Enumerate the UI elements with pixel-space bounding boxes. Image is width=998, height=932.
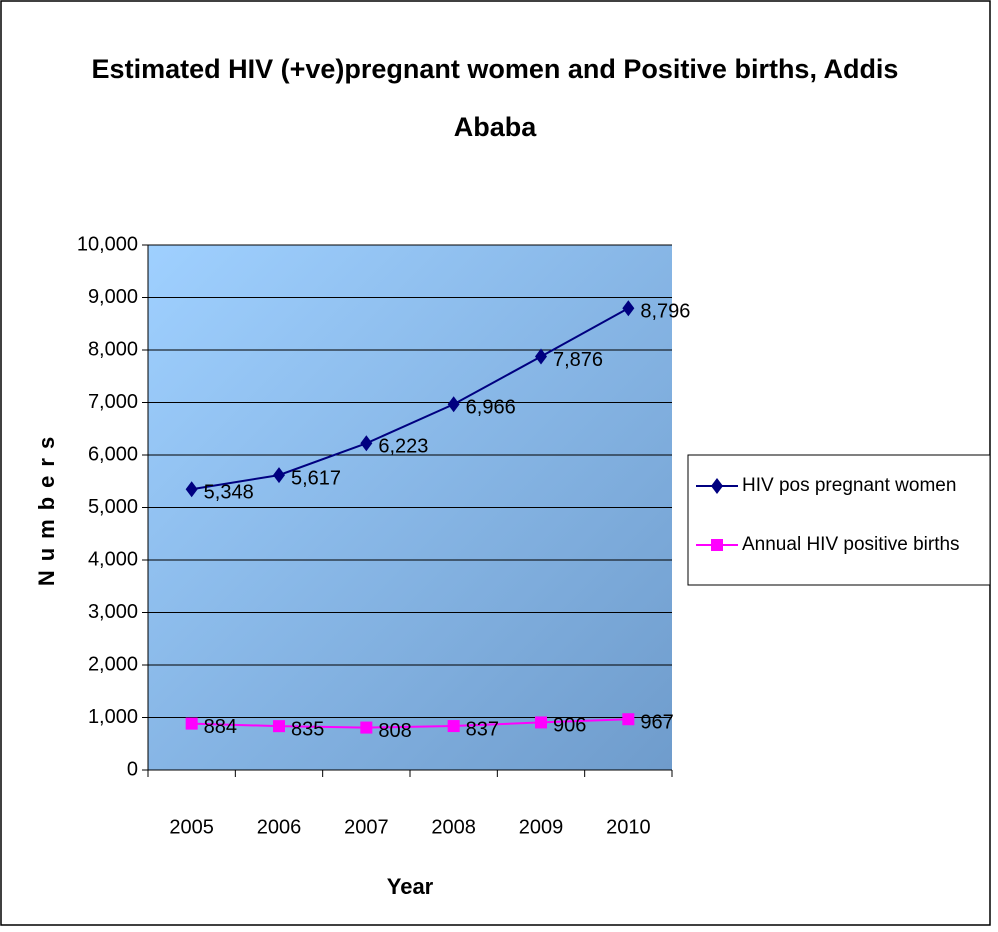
marker — [535, 348, 547, 365]
y-tick-label: 0 — [127, 758, 138, 780]
marker — [273, 720, 285, 733]
legend-label: HIV pos pregnant women — [742, 475, 956, 496]
y-tick-label: 2,000 — [88, 653, 138, 675]
y-tick-label: 8,000 — [88, 338, 138, 360]
y-tick-label: 6,000 — [88, 443, 138, 465]
marker — [447, 396, 460, 413]
y-tick-label: 3,000 — [88, 601, 138, 623]
marker — [711, 478, 723, 494]
y-tick-label: 7,000 — [88, 391, 138, 413]
marker — [185, 481, 198, 498]
marker — [447, 720, 460, 733]
data-label: 6,223 — [378, 436, 428, 458]
data-label: 835 — [291, 718, 324, 740]
y-axis-label: Numbers — [34, 428, 59, 586]
x-axis-label: Year — [387, 874, 434, 899]
data-label: 5,617 — [291, 467, 341, 489]
marker — [185, 717, 198, 730]
x-tick-label: 2009 — [519, 816, 564, 838]
marker — [622, 713, 635, 726]
marker — [535, 716, 547, 729]
data-label: 5,348 — [204, 482, 254, 504]
marker — [622, 300, 635, 317]
x-tick-label: 2010 — [606, 816, 651, 838]
marker — [360, 721, 373, 734]
data-label: 967 — [640, 712, 673, 734]
data-label: 837 — [466, 718, 499, 740]
y-tick-label: 5,000 — [88, 496, 138, 518]
data-label: 884 — [204, 716, 237, 738]
data-label: 808 — [378, 720, 411, 742]
y-tick-label: 4,000 — [88, 548, 138, 570]
x-tick-label: 2006 — [257, 816, 302, 838]
series-line — [191, 718, 629, 729]
legend — [687, 454, 991, 586]
data-label: 8,796 — [640, 300, 690, 322]
legend-label: Annual HIV positive births — [742, 534, 960, 555]
data-label: 7,876 — [553, 349, 603, 371]
series-line — [191, 307, 629, 491]
y-tick-label: 10,000 — [77, 233, 138, 255]
x-tick-label: 2007 — [344, 816, 389, 838]
y-tick-label: 1,000 — [88, 706, 138, 728]
y-tick-label: 9,000 — [88, 286, 138, 308]
chart-title: Estimated HIV (+ve)pregnant women and Po… — [91, 54, 899, 142]
x-tick-label: 2005 — [169, 816, 214, 838]
marker — [711, 539, 723, 551]
data-label: 6,966 — [466, 397, 516, 419]
marker — [360, 435, 373, 452]
x-tick-label: 2008 — [431, 816, 476, 838]
marker — [273, 467, 285, 484]
data-label: 906 — [553, 715, 586, 737]
